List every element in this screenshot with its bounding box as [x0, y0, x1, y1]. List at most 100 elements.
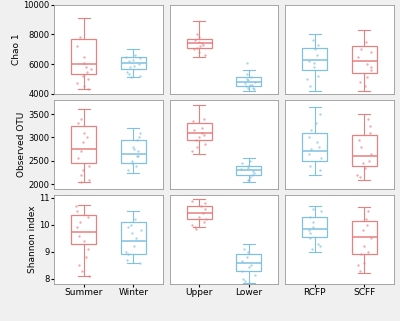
Point	[125, 225, 131, 230]
Point	[129, 160, 135, 166]
Point	[137, 228, 144, 233]
Point	[242, 279, 249, 284]
Point	[196, 35, 202, 40]
Point	[315, 74, 322, 79]
Point	[310, 220, 316, 225]
Point	[368, 65, 374, 70]
Point	[318, 209, 324, 214]
Point	[194, 32, 200, 37]
Point	[136, 62, 142, 67]
Point	[306, 135, 312, 140]
Point	[136, 56, 143, 61]
Point	[134, 153, 141, 159]
Point	[247, 82, 253, 87]
Point	[84, 135, 90, 140]
Point	[194, 144, 200, 149]
Point	[358, 144, 364, 149]
Point	[75, 156, 82, 161]
Point	[307, 230, 313, 235]
Point	[192, 225, 198, 230]
Point	[239, 259, 246, 264]
Point	[243, 84, 249, 89]
Point	[189, 222, 195, 227]
Point	[196, 135, 202, 140]
Point	[318, 156, 324, 161]
Point	[81, 239, 88, 244]
Point	[86, 177, 92, 182]
Point	[310, 65, 317, 70]
Point	[249, 172, 255, 178]
Point	[130, 244, 137, 249]
Y-axis label: Shannon index: Shannon index	[28, 206, 36, 273]
PathPatch shape	[352, 135, 377, 166]
PathPatch shape	[302, 133, 327, 161]
Point	[129, 158, 136, 163]
Point	[250, 87, 257, 92]
Point	[193, 137, 199, 142]
Point	[238, 167, 245, 172]
Point	[131, 63, 137, 68]
Point	[76, 263, 82, 268]
PathPatch shape	[121, 222, 146, 255]
Point	[241, 247, 247, 252]
Point	[126, 72, 132, 77]
Point	[244, 72, 250, 77]
Point	[240, 276, 246, 281]
Point	[304, 76, 310, 82]
Point	[77, 220, 84, 225]
Point	[198, 41, 205, 46]
Point	[202, 53, 208, 58]
Point	[136, 135, 142, 140]
Point	[202, 217, 209, 222]
Point	[78, 172, 84, 178]
Point	[127, 65, 133, 70]
Point	[125, 168, 132, 173]
Point	[244, 249, 251, 254]
Point	[252, 79, 258, 84]
Point	[307, 214, 314, 219]
Point	[76, 233, 82, 238]
Point	[196, 214, 202, 219]
Point	[77, 35, 84, 40]
PathPatch shape	[352, 46, 377, 73]
PathPatch shape	[187, 206, 212, 219]
Point	[132, 53, 138, 58]
Point	[357, 268, 364, 273]
Point	[245, 163, 252, 168]
Point	[129, 230, 135, 235]
Point	[137, 260, 143, 265]
Point	[78, 268, 85, 273]
Y-axis label: Observed OTU: Observed OTU	[17, 112, 26, 177]
Point	[245, 85, 251, 91]
Point	[315, 241, 322, 246]
Point	[309, 247, 315, 252]
PathPatch shape	[187, 123, 212, 140]
Point	[80, 84, 87, 89]
Point	[73, 204, 80, 209]
Point	[202, 142, 208, 147]
Point	[244, 165, 251, 170]
Point	[134, 137, 140, 142]
PathPatch shape	[236, 255, 261, 271]
PathPatch shape	[187, 39, 212, 48]
Point	[252, 272, 258, 277]
Point	[315, 42, 321, 48]
Point	[198, 204, 204, 209]
Point	[123, 249, 129, 254]
Point	[309, 225, 316, 230]
Point	[361, 244, 368, 249]
Point	[200, 133, 207, 138]
Point	[310, 206, 316, 211]
Point	[362, 39, 369, 44]
Point	[365, 209, 371, 214]
Point	[202, 201, 208, 206]
Point	[354, 54, 361, 59]
Point	[78, 116, 84, 121]
Point	[202, 206, 208, 211]
Point	[364, 62, 370, 67]
PathPatch shape	[71, 39, 96, 74]
Y-axis label: Chao 1: Chao 1	[12, 33, 21, 65]
Point	[317, 111, 323, 117]
PathPatch shape	[352, 221, 377, 255]
Point	[84, 69, 90, 74]
